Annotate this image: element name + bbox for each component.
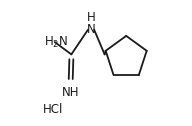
- Text: NH: NH: [62, 86, 79, 99]
- Text: HCl: HCl: [43, 103, 63, 116]
- Text: N: N: [87, 23, 95, 36]
- Text: H$_2$N: H$_2$N: [44, 35, 68, 50]
- Text: H: H: [87, 11, 95, 24]
